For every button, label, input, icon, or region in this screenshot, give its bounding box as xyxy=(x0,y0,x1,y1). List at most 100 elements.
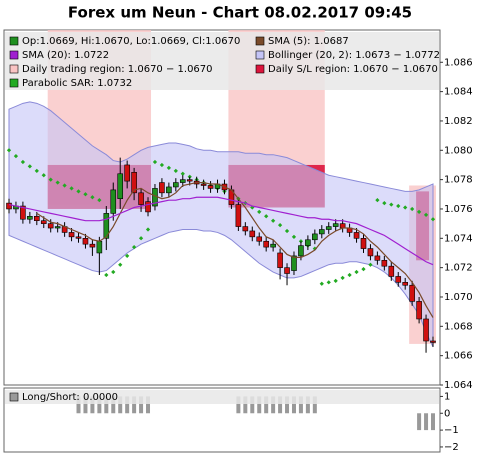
candle-body xyxy=(20,205,26,220)
long-short-bar xyxy=(278,396,283,414)
candle-body xyxy=(360,238,367,249)
candle-body xyxy=(96,240,103,254)
y-tick-label: 1.068 xyxy=(444,321,473,332)
sar-dot xyxy=(319,281,324,286)
candle-body xyxy=(89,243,96,248)
candle-body xyxy=(47,223,54,229)
sar-dot xyxy=(430,217,436,222)
long-short-bar xyxy=(90,396,95,414)
legend-label: SMA (20): 1.0722 xyxy=(22,50,109,61)
indicator-line xyxy=(36,181,434,318)
sar-dot xyxy=(97,198,102,203)
sar-dot xyxy=(125,253,130,259)
legend-box xyxy=(5,390,439,404)
sar-dot xyxy=(180,171,185,176)
candle-body xyxy=(40,220,47,224)
candle-body xyxy=(200,183,207,186)
candle-body xyxy=(68,232,75,238)
candle-body xyxy=(117,173,124,199)
sar-dot xyxy=(27,164,32,169)
sar-dot xyxy=(375,198,380,203)
candle-body xyxy=(409,284,415,302)
long-short-bar xyxy=(312,396,317,414)
candle-body xyxy=(131,171,137,194)
long-short-bar xyxy=(104,396,109,414)
legend-swatch xyxy=(9,50,19,60)
sar-dot xyxy=(76,189,81,194)
long-short-bar xyxy=(139,396,144,414)
candle-body xyxy=(179,179,186,183)
y-tick-label: 1.076 xyxy=(444,204,473,215)
long-short-bar xyxy=(424,413,429,431)
y-tick-label: 1.084 xyxy=(444,87,473,98)
candle-body xyxy=(110,189,117,214)
sar-dot xyxy=(291,234,297,239)
long-short-bar xyxy=(417,413,422,431)
long-short-bar xyxy=(83,396,88,414)
indicator-line xyxy=(8,196,434,266)
candle-body xyxy=(207,185,214,189)
candle-body xyxy=(166,186,172,194)
sar-dot xyxy=(13,154,19,159)
legend-swatch xyxy=(255,36,265,46)
sar-dot xyxy=(69,186,74,191)
candle-body xyxy=(277,252,283,268)
sar-dot xyxy=(55,180,60,185)
sar-dot xyxy=(396,203,401,209)
y-tick-label: −1 xyxy=(444,425,459,436)
legend-swatch xyxy=(255,64,265,74)
legend-label: Daily S/L region: 1.0670 − 1.0670 xyxy=(268,64,438,75)
chart-title: Forex um Neun - Chart 08.02.2017 09:45 xyxy=(68,4,412,22)
legend-swatch xyxy=(9,36,19,46)
candle-body xyxy=(159,182,165,194)
candle-body xyxy=(388,265,395,277)
sar-dot xyxy=(257,209,262,215)
candle-body xyxy=(145,201,151,213)
candle-body xyxy=(430,340,436,343)
candle-body xyxy=(124,164,130,182)
long-short-bar xyxy=(285,396,290,414)
candle-body xyxy=(186,179,193,182)
long-short-bar xyxy=(118,396,123,414)
legend-label: SMA (5): 1.0687 xyxy=(268,36,349,47)
sar-dot xyxy=(83,192,88,197)
candle-body xyxy=(6,202,12,210)
long-short-bar xyxy=(250,396,255,414)
sar-dot xyxy=(333,278,338,283)
y-tick-label: 1.072 xyxy=(444,263,473,274)
candle-body xyxy=(402,282,408,286)
candle-body xyxy=(381,260,388,267)
legend-label: Op:1.0669, Hi:1.0670, Lo:1.0669, Cl:1.06… xyxy=(22,36,240,47)
sar-dot xyxy=(145,227,151,232)
sar-dot xyxy=(34,168,39,173)
sar-dot xyxy=(382,200,387,206)
legend-box xyxy=(5,32,439,90)
candle-body xyxy=(298,245,304,257)
candle-body xyxy=(75,236,82,239)
long-short-bar xyxy=(76,396,81,414)
y-tick-label: 1.064 xyxy=(444,380,473,391)
sar-dot xyxy=(389,202,394,207)
sar-dot xyxy=(20,159,26,165)
legend-swatch xyxy=(9,392,19,402)
sar-dot xyxy=(159,162,165,168)
legend-label: Parabolic SAR: 1.0732 xyxy=(22,78,132,89)
sar-dot xyxy=(403,205,408,210)
long-short-bar xyxy=(111,396,116,414)
sar-dot xyxy=(423,212,429,217)
candle-body xyxy=(82,238,89,245)
legend-label: Daily trading region: 1.0670 − 1.0670 xyxy=(22,64,213,75)
candle-body xyxy=(423,318,429,342)
candle-body xyxy=(339,223,346,229)
sar-dot xyxy=(173,168,178,173)
long-short-bar xyxy=(305,396,310,414)
candle-body xyxy=(332,223,339,227)
candle-body xyxy=(173,182,179,188)
sar-dot xyxy=(138,236,144,241)
sar-dot xyxy=(6,148,12,153)
candle-body xyxy=(249,230,256,238)
sar-dot xyxy=(326,280,331,285)
long-short-bar xyxy=(431,413,435,431)
y-tick-label: 1.080 xyxy=(444,145,473,156)
